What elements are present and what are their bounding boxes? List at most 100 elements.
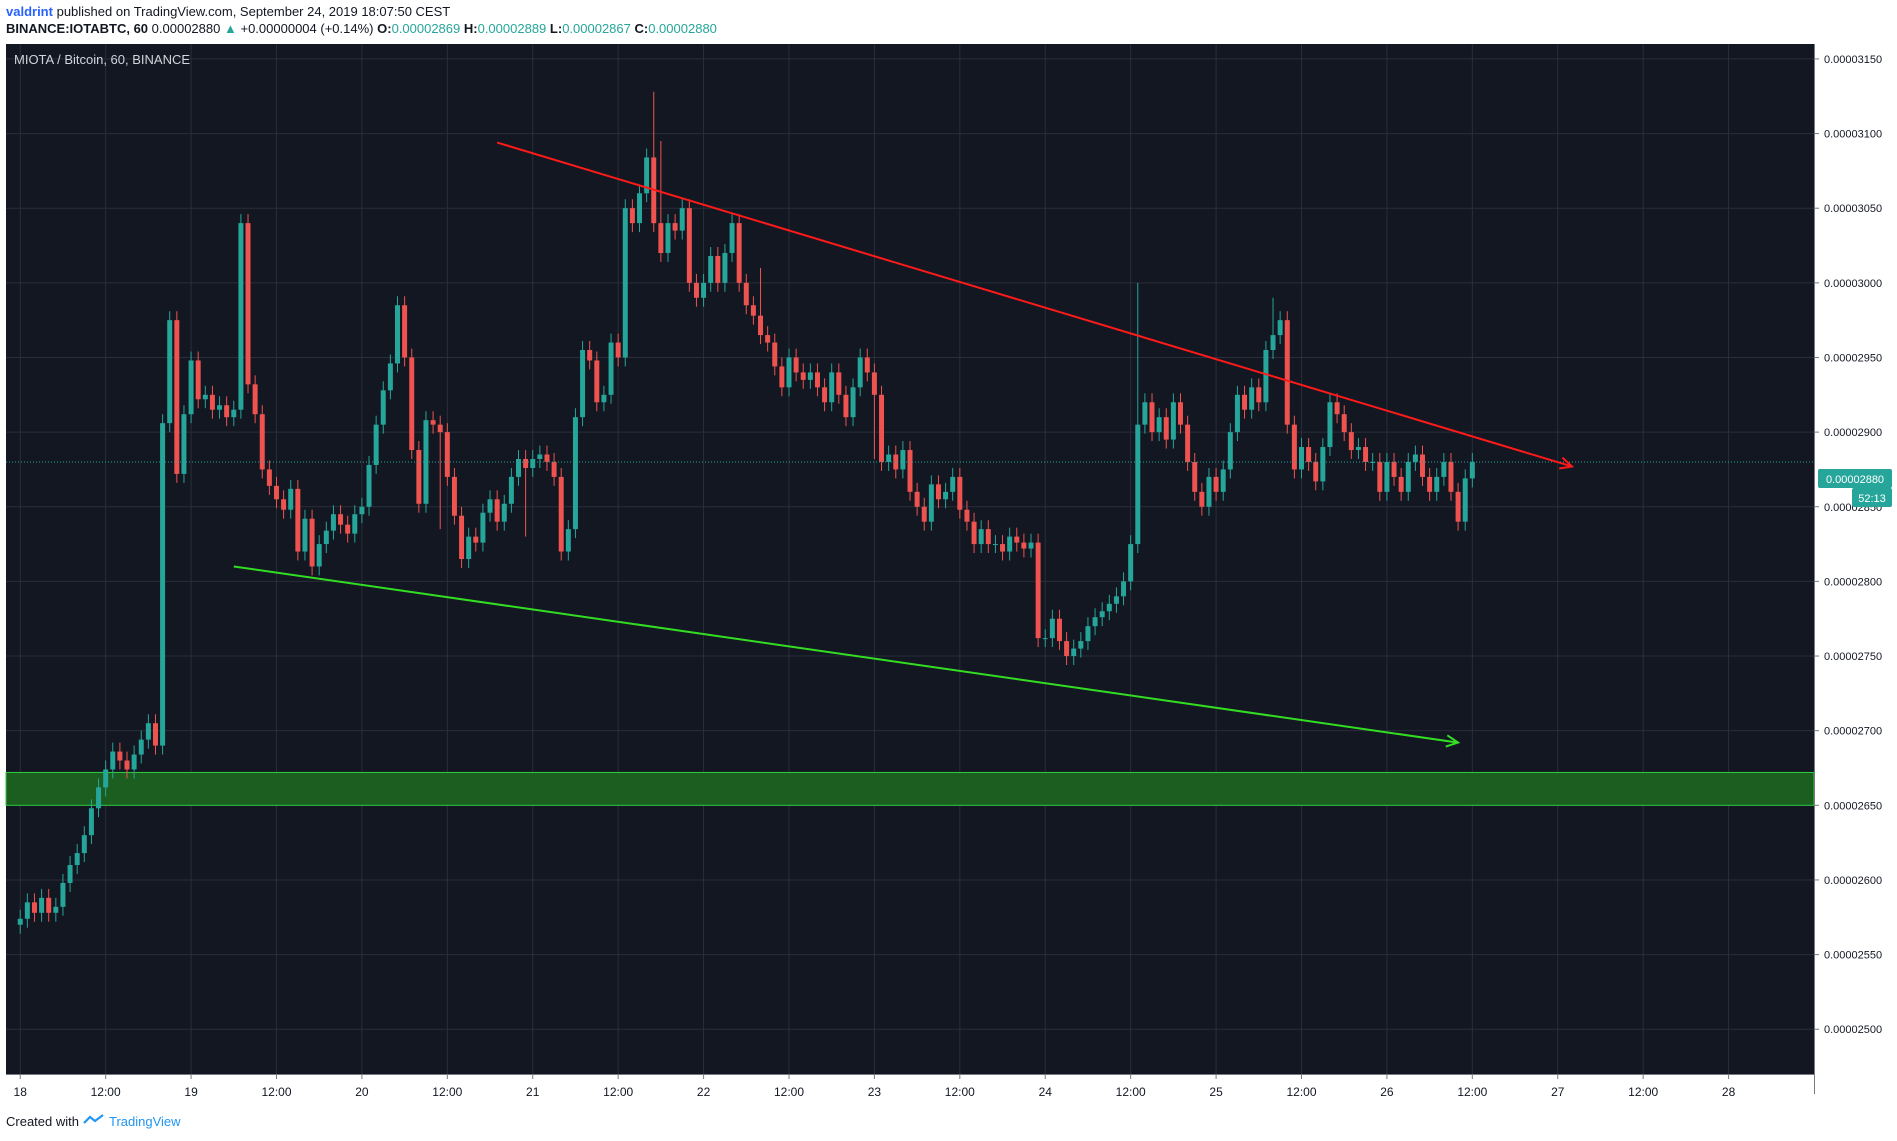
candle-body[interactable] <box>1163 417 1169 440</box>
candle-body[interactable] <box>900 450 906 470</box>
candle-body[interactable] <box>46 897 52 913</box>
candle-body[interactable] <box>1434 476 1440 492</box>
candle-body[interactable] <box>1000 544 1006 552</box>
candle-body[interactable] <box>1170 402 1176 440</box>
support-trendline[interactable] <box>233 565 1459 744</box>
candle-body[interactable] <box>565 529 571 552</box>
candle-body[interactable] <box>1106 603 1112 612</box>
candle-body[interactable] <box>601 394 607 403</box>
candle-body[interactable] <box>558 476 564 552</box>
candle-body[interactable] <box>81 835 87 854</box>
candle-body[interactable] <box>1327 402 1333 448</box>
candle-body[interactable] <box>53 906 59 913</box>
candle-body[interactable] <box>494 499 500 522</box>
candle-body[interactable] <box>523 458 529 468</box>
candle-body[interactable] <box>736 223 742 283</box>
candle-body[interactable] <box>1469 461 1475 479</box>
candle-body[interactable] <box>160 423 166 746</box>
candle-body[interactable] <box>850 387 856 418</box>
candle-body[interactable] <box>1156 417 1162 433</box>
candle-body[interactable] <box>1220 469 1226 492</box>
candle-body[interactable] <box>39 897 45 913</box>
candle-body[interactable] <box>1263 350 1269 403</box>
candle-body[interactable] <box>1199 491 1205 507</box>
candle-body[interactable] <box>124 760 130 770</box>
candle-body[interactable] <box>473 536 479 543</box>
candle-body[interactable] <box>665 223 671 253</box>
candle-body[interactable] <box>658 223 664 253</box>
candle-body[interactable] <box>1348 432 1354 451</box>
candle-body[interactable] <box>715 255 721 283</box>
candle-body[interactable] <box>793 357 799 373</box>
candle-body[interactable] <box>1249 387 1255 410</box>
candle-body[interactable] <box>1142 402 1148 425</box>
candle-body[interactable] <box>302 518 308 552</box>
candle-body[interactable] <box>594 360 600 403</box>
candle-body[interactable] <box>352 514 358 534</box>
candle-body[interactable] <box>402 305 408 358</box>
candle-body[interactable] <box>1206 476 1212 507</box>
candle-body[interactable] <box>743 282 749 306</box>
candle-body[interactable] <box>273 485 279 500</box>
candle-body[interactable] <box>259 414 265 470</box>
trendlines[interactable] <box>233 141 1575 748</box>
candle-body[interactable] <box>309 518 315 567</box>
candle-body[interactable] <box>1064 641 1070 657</box>
candle-body[interactable] <box>800 372 806 380</box>
candle-body[interactable] <box>1462 478 1468 522</box>
candle-body[interactable] <box>886 454 892 462</box>
candle-body[interactable] <box>572 417 578 530</box>
candle-body[interactable] <box>935 484 941 500</box>
candle-body[interactable] <box>202 394 208 400</box>
candle-body[interactable] <box>508 476 514 504</box>
candle-body[interactable] <box>1299 447 1304 470</box>
candle-body[interactable] <box>943 491 949 500</box>
candle-body[interactable] <box>1135 424 1141 545</box>
candle-body[interactable] <box>110 751 116 770</box>
candle-body[interactable] <box>1412 454 1418 462</box>
candle-body[interactable] <box>1355 447 1361 451</box>
candle-body[interactable] <box>31 902 37 913</box>
candle-body[interactable] <box>231 409 237 418</box>
candle-body[interactable] <box>921 506 927 522</box>
candle-body[interactable] <box>1306 447 1312 462</box>
candle-body[interactable] <box>1227 432 1233 470</box>
candle-body[interactable] <box>245 223 251 385</box>
candle-body[interactable] <box>693 282 699 298</box>
candle-body[interactable] <box>786 357 792 388</box>
candle-body[interactable] <box>992 544 998 546</box>
candle-body[interactable] <box>1391 461 1397 477</box>
candle-body[interactable] <box>252 384 258 415</box>
candle-body[interactable] <box>950 476 956 492</box>
candle-body[interactable] <box>1242 394 1248 410</box>
candle-body[interactable] <box>1092 617 1098 627</box>
candle-body[interactable] <box>822 387 828 403</box>
candle-body[interactable] <box>893 454 899 470</box>
candle-body[interactable] <box>765 335 771 343</box>
candle-body[interactable] <box>1405 461 1411 492</box>
candle-body[interactable] <box>359 506 365 515</box>
candle-body[interactable] <box>779 366 785 388</box>
candle-body[interactable] <box>409 357 415 451</box>
candle-body[interactable] <box>1441 461 1447 477</box>
candle-body[interactable] <box>423 420 429 504</box>
candle-body[interactable] <box>387 363 393 391</box>
candle-body[interactable] <box>1149 402 1155 433</box>
candle-body[interactable] <box>622 208 628 358</box>
candle-body[interactable] <box>679 208 685 231</box>
candle-body[interactable] <box>88 808 94 836</box>
candle-body[interactable] <box>580 350 586 418</box>
candle-body[interactable] <box>957 476 963 510</box>
candle-body[interactable] <box>167 320 173 424</box>
candle-body[interactable] <box>138 739 144 755</box>
candle-body[interactable] <box>1071 648 1077 657</box>
candle-body[interactable] <box>1035 542 1041 639</box>
candle-body[interactable] <box>1420 454 1425 477</box>
candle-body[interactable] <box>836 372 842 395</box>
candle-body[interactable] <box>266 469 272 486</box>
candle-body[interactable] <box>1185 424 1191 462</box>
candle-body[interactable] <box>1455 491 1461 522</box>
time-axis[interactable]: 18 12:00 19 12:00 20 12:00 21 12:00 22 12:00 23 12:… <box>14 1074 1736 1099</box>
candle-body[interactable] <box>971 521 977 545</box>
